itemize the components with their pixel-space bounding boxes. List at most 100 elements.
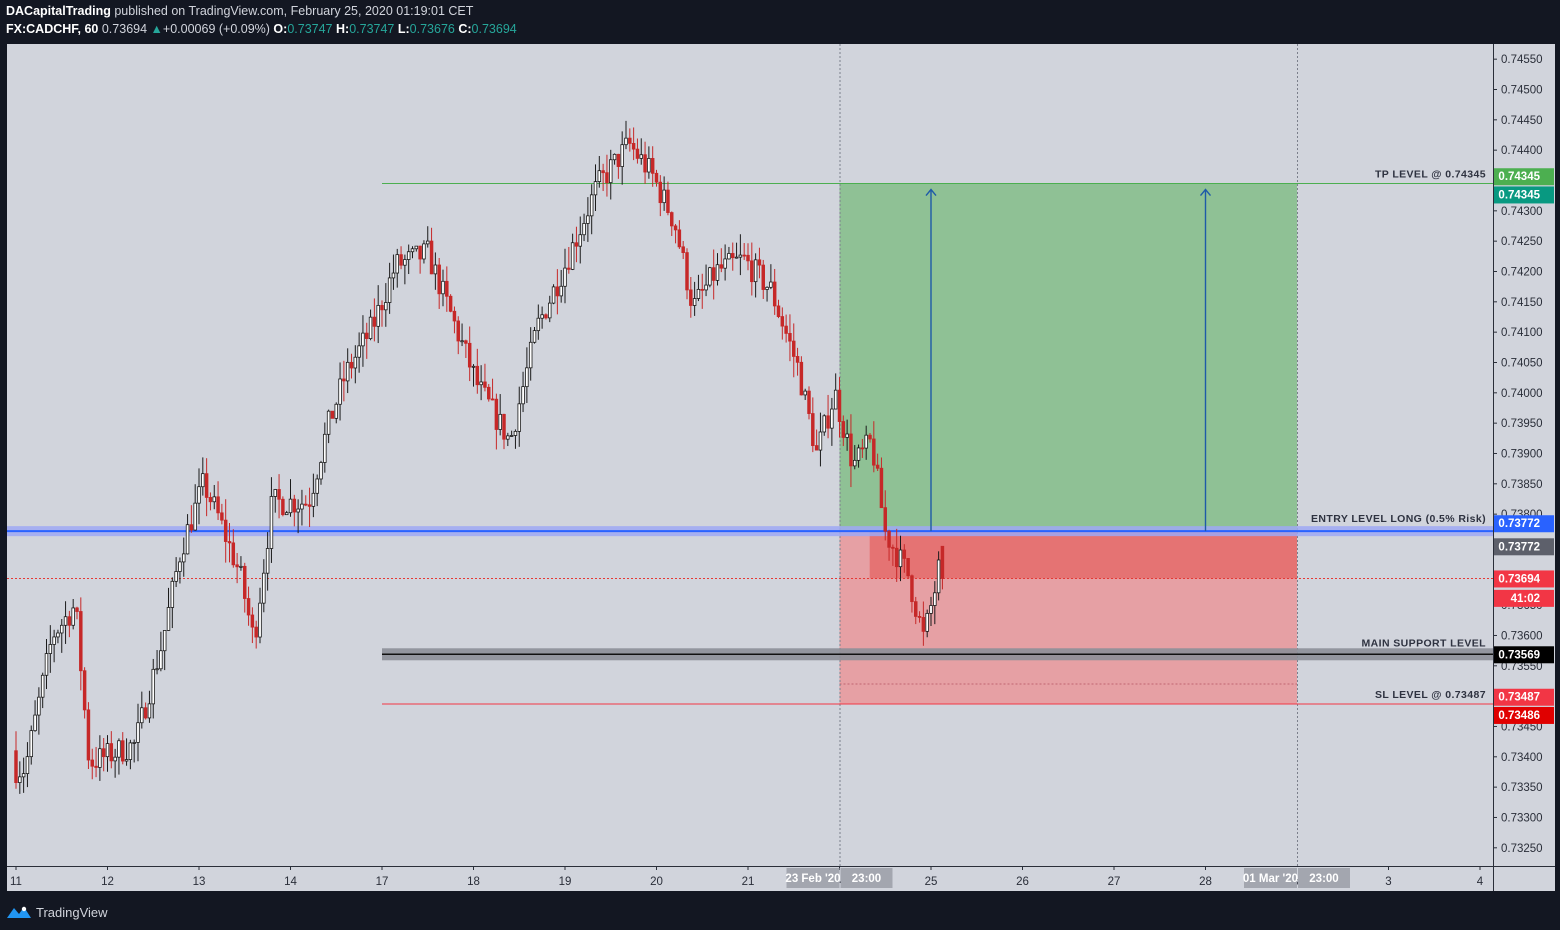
candle-body [784,325,788,334]
candle-body [67,616,72,626]
overlay-annotations[interactable]: TP LEVEL @ 0.74345 ENTRY LEVEL LONG (0.5%… [925,169,1486,701]
candle [509,430,514,437]
candle [795,347,800,376]
position-zones[interactable] [839,183,1298,705]
price-label-text: 41:02 [1511,593,1540,605]
candle-body [536,317,541,332]
candle-body [765,286,769,290]
candle [281,496,285,517]
candle-body [582,223,586,236]
candle-body [540,314,544,319]
level-lines[interactable] [7,44,1493,866]
symbol-name[interactable]: FX:CADCHF, 60 [6,22,99,36]
y-tick-label: 0.73850 [1501,479,1543,491]
candle-body [403,259,407,266]
candle-body [662,189,666,204]
y-tick-label: 0.73450 [1501,721,1543,733]
candle [639,138,643,165]
candle [475,348,480,394]
candle-body [441,280,445,295]
candle [410,246,415,259]
candle [658,175,663,217]
x-tick-label: 28 [1199,876,1212,888]
publisher-name[interactable]: DACapitalTrading [6,4,111,18]
candle [182,537,186,577]
candle [910,574,914,613]
x-tick-label: 14 [284,876,297,888]
candle [704,264,708,297]
candle-body [117,740,121,758]
candle-body [914,601,918,617]
candle-body [635,148,640,159]
candle-body [670,212,674,227]
candle [540,306,544,329]
x-tick-label: 25 [925,876,938,888]
candle [208,492,213,511]
y-tick-label: 0.74450 [1501,115,1543,127]
candle [326,409,331,444]
axis-corner [1493,866,1555,891]
candle [311,473,316,518]
low-label: L: [397,22,410,36]
candle-body [910,575,914,603]
candle [56,629,60,644]
candle-body [90,759,94,767]
candle-body [121,740,125,762]
candle [185,514,190,555]
candle-body [288,498,293,514]
candle-body [933,592,937,606]
candle-body [750,260,754,283]
candle [284,510,289,516]
candle-body [570,242,575,270]
candle [555,269,560,315]
candle [357,332,361,373]
candle [532,326,537,344]
candle [929,596,933,626]
y-tick-label: 0.73550 [1501,661,1543,673]
candle [422,240,426,264]
price-label-text: 0.73772 [1498,541,1540,553]
candle [525,347,529,403]
candle [574,226,579,263]
footer-brand[interactable]: TradingView [36,904,108,920]
candle [750,242,754,296]
candle-body [746,254,750,262]
candle-body [445,280,449,297]
candle-body [532,330,537,343]
candle [464,339,468,358]
candle [803,388,807,401]
candle-body [113,756,117,762]
candle [818,412,823,467]
candle [826,394,830,439]
price-label-text: 0.73772 [1498,518,1540,530]
candle-body [692,298,697,306]
candle [830,397,834,446]
candle-body [460,340,464,343]
price-label-bg [1494,168,1554,186]
candle-body [711,267,716,281]
candle [143,702,148,720]
candle [936,551,941,601]
candle [79,597,83,691]
candle [692,281,697,316]
candle-body [696,288,701,299]
candle-body [368,316,373,339]
candle [875,453,880,471]
tradingview-logo-icon[interactable] [6,905,32,919]
candle-body [509,435,514,437]
candle-body [235,564,239,568]
candle-body [391,272,396,279]
price-label-text: 0.74345 [1498,171,1540,183]
candle-body [689,289,693,306]
candle [559,269,563,303]
candle-body [818,431,823,451]
target-zone[interactable] [839,183,1298,532]
price-label-8: 0.73486 [1494,706,1554,724]
candle-body [269,496,274,549]
candle-body [296,508,300,513]
tp-label: TP LEVEL @ 0.74345 [1375,169,1486,181]
candle-body [37,696,41,716]
candle-body [353,356,358,369]
candle-body [853,459,857,467]
